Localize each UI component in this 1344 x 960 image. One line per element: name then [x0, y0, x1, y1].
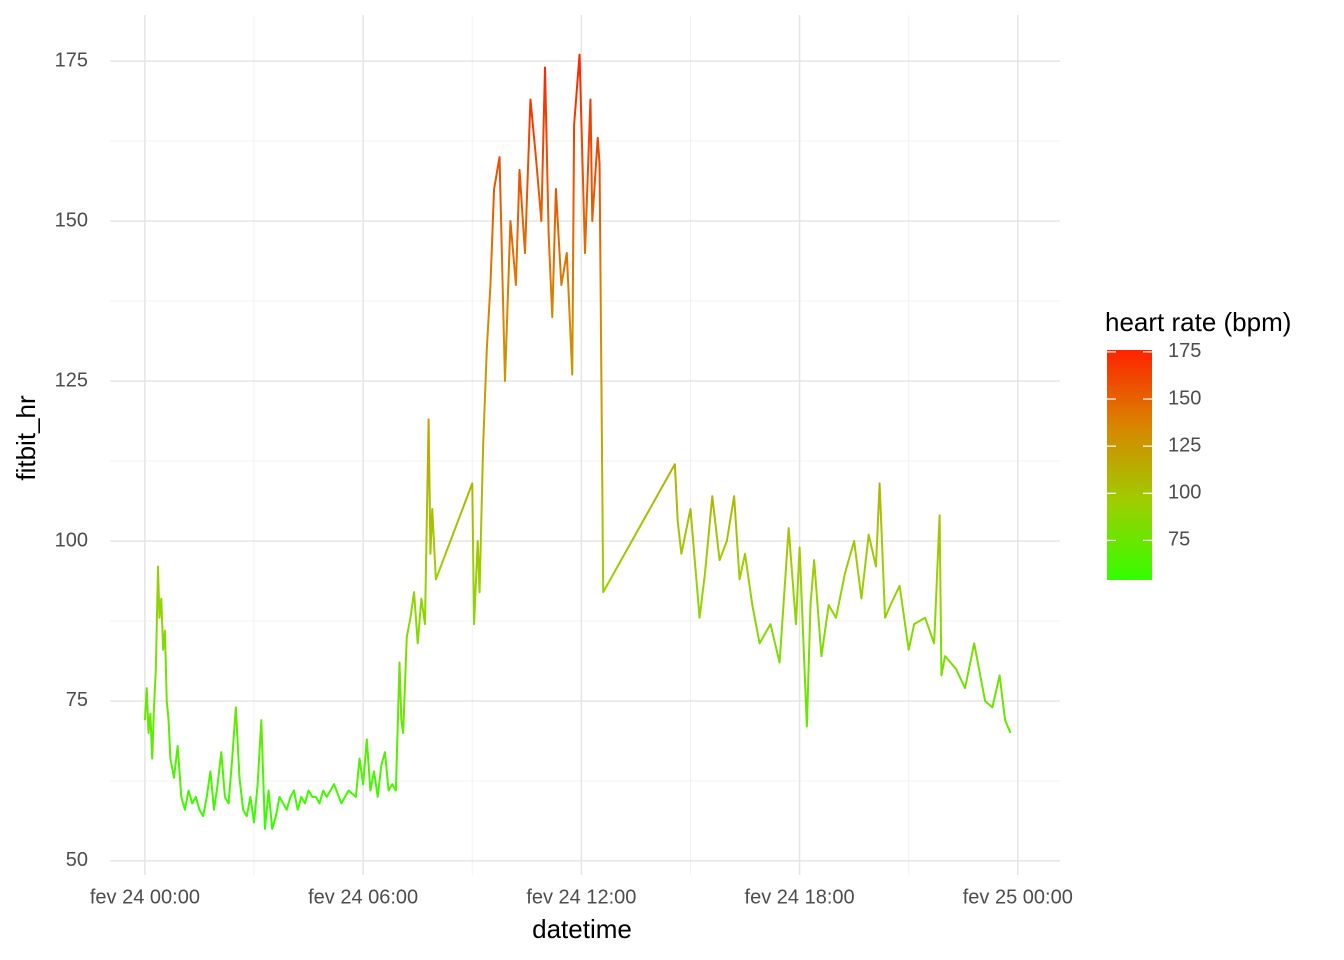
- y-tick-label: 150: [55, 209, 88, 231]
- y-tick-label: 125: [55, 369, 88, 391]
- y-axis-title: fitbit_hr: [11, 395, 41, 481]
- legend-label: 175: [1168, 340, 1201, 362]
- x-tick-label: fev 24 06:00: [308, 886, 418, 908]
- legend-title: heart rate (bpm): [1105, 307, 1291, 337]
- legend-label: 75: [1168, 529, 1190, 551]
- legend-label: 100: [1168, 482, 1201, 504]
- y-tick-label: 50: [66, 849, 88, 871]
- y-tick-label: 75: [66, 689, 88, 711]
- colorbar: [1107, 350, 1152, 580]
- x-tick-label: fev 24 00:00: [90, 886, 200, 908]
- heart-rate-line: [143, 53, 1012, 830]
- x-axis-title: datetime: [532, 914, 632, 944]
- y-tick-label: 175: [55, 49, 88, 71]
- legend-label: 150: [1168, 387, 1201, 409]
- x-tick-label: fev 25 00:00: [963, 886, 1073, 908]
- legend-label: 125: [1168, 434, 1201, 456]
- x-tick-label: fev 24 18:00: [745, 886, 855, 908]
- x-tick-label: fev 24 12:00: [526, 886, 636, 908]
- y-tick-label: 100: [55, 529, 88, 551]
